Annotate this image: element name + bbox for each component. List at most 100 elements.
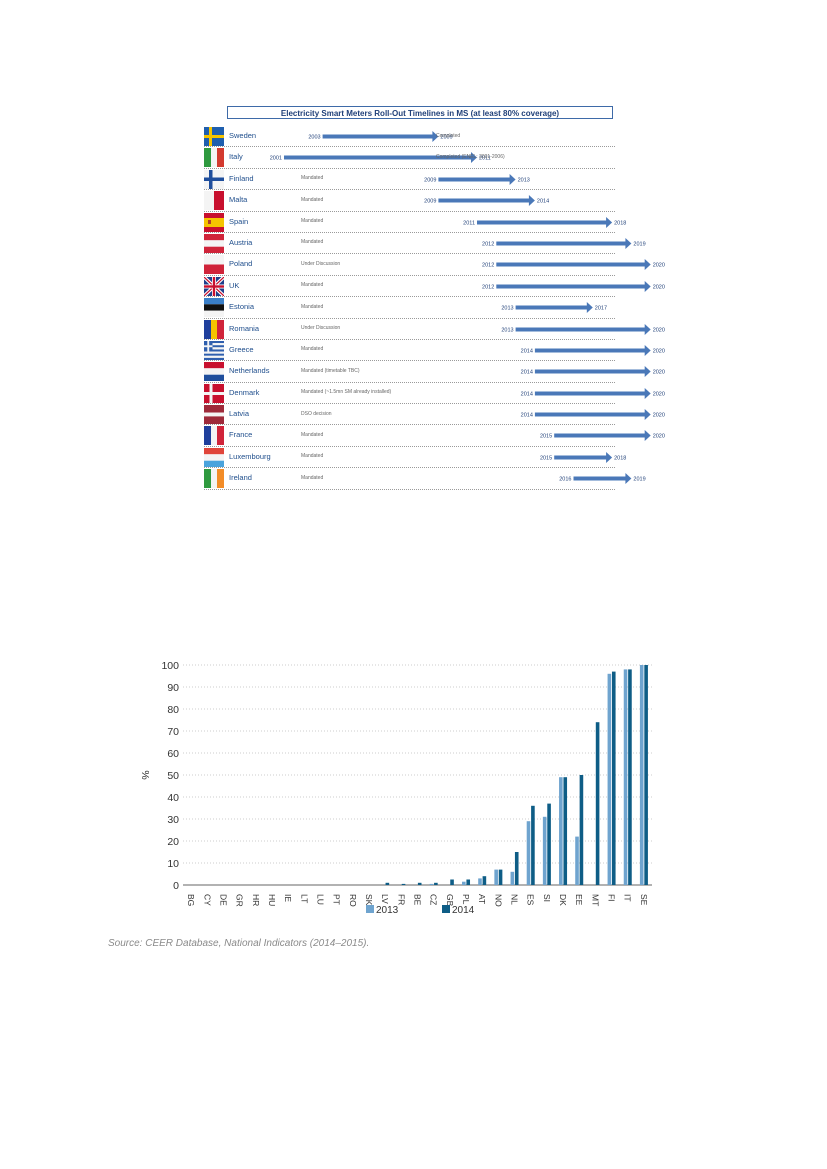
start-year: 2015	[540, 455, 552, 461]
timeline-arrow: 2014 2020	[521, 344, 665, 356]
start-year: 2011	[463, 220, 475, 226]
x-tick-label: CY	[202, 894, 212, 906]
bar-2013-EE	[575, 836, 579, 885]
timeline-title: Electricity Smart Meters Roll-Out Timeli…	[227, 106, 613, 119]
start-year: 2013	[501, 306, 513, 312]
timeline-row: Greece Mandated 2014 2020	[204, 340, 665, 362]
bar-2013-SE	[639, 665, 644, 885]
country-name: Malta	[229, 195, 248, 205]
x-tick-label: ES	[526, 894, 536, 906]
timeline-arrow: 2009 2013	[424, 173, 530, 185]
timeline-row: Poland Under Discussion 2012 2020	[204, 254, 665, 276]
rollout-status: Mandated	[301, 346, 324, 353]
legend-swatch	[366, 905, 374, 913]
rollout-status: Mandated	[301, 282, 324, 289]
y-axis-label: %	[139, 770, 151, 779]
bar-2014-FR	[401, 883, 406, 885]
start-year: 2009	[424, 177, 436, 183]
chart-svg: 0 10 20 30 40 50 60 70 80 90 100% BG CY DE GR HR HU IE LT L…	[139, 660, 652, 916]
country-name: Luxembourg	[229, 451, 271, 461]
y-tick-label: 70	[167, 726, 179, 738]
x-tick-label: SK	[364, 894, 374, 906]
end-year: 2019	[633, 241, 645, 247]
x-tick-label: LV	[380, 894, 390, 904]
bar-2014-EE	[579, 775, 584, 885]
bar-2014-GB	[450, 879, 454, 885]
end-year: 2020	[653, 327, 665, 333]
x-tick-label: BE	[413, 894, 423, 906]
start-year: 2012	[482, 263, 494, 269]
x-tick-label: SE	[639, 894, 649, 906]
x-tick-label: IT	[623, 894, 633, 902]
completion-note: Completed	[436, 132, 461, 139]
x-tick-label: EE	[574, 894, 584, 906]
x-tick-label: MT	[590, 894, 600, 906]
bar-2013-CZ	[429, 883, 434, 885]
country-name: Estonia	[229, 302, 255, 312]
end-year: 2009	[440, 135, 452, 141]
timeline-row: Sweden 2003 2009 Completed	[204, 126, 615, 148]
bar-2013-AT	[478, 878, 482, 885]
luxembourg-flag-icon	[204, 447, 224, 467]
x-tick-label: DK	[558, 894, 568, 906]
timeline-row: Austria Mandated 2012 2019	[204, 233, 646, 255]
y-tick-label: 0	[173, 880, 179, 892]
bar-2014-FI	[611, 671, 616, 885]
latvia-flag-icon	[204, 405, 224, 425]
malta-flag-icon	[204, 191, 224, 211]
country-name: Italy	[229, 152, 243, 162]
start-year: 2014	[521, 348, 533, 354]
austria-flag-icon	[204, 233, 224, 253]
bar-2014-IT	[628, 669, 632, 885]
end-year: 2014	[537, 199, 549, 205]
y-tick-label: 50	[167, 770, 179, 782]
rollout-status: Mandated	[301, 196, 324, 203]
rollout-timeline: Electricity Smart Meters Roll-Out Timeli…	[204, 106, 665, 490]
bar-2014-NL	[514, 852, 519, 885]
italy-flag-icon	[204, 148, 224, 168]
rollout-status: Mandated (~1.5mn SM already installed)	[301, 389, 392, 396]
y-tick-label: 40	[167, 792, 179, 804]
bar-2014-SI	[547, 803, 551, 885]
timeline-row: France Mandated 2015 2020	[204, 425, 665, 447]
bar-2013-PL	[462, 881, 466, 885]
timeline-arrow: 2013 2020	[501, 323, 665, 335]
rollout-status: Under Discussion	[301, 260, 341, 267]
timeline-arrow: 2012 2020	[482, 280, 665, 292]
estonia-flag-icon	[204, 298, 224, 318]
end-year: 2020	[653, 348, 665, 354]
x-tick-label: AT	[477, 894, 487, 904]
timeline-row: Finland Mandated 2009 2013	[204, 169, 615, 191]
timeline-row: Denmark Mandated (~1.5mn SM already insta…	[204, 383, 665, 405]
bar-2013-SI	[542, 816, 547, 885]
rollout-status: Mandated	[301, 218, 324, 225]
timeline-arrow: 2014 2020	[521, 409, 665, 421]
end-year: 2019	[633, 477, 645, 483]
spain-flag-icon	[204, 212, 224, 232]
country-name: Poland	[229, 259, 253, 269]
timeline-row: Netherlands Mandated (timetable TBC) 2014 2…	[204, 361, 665, 383]
rollout-status: Mandated (timetable TBC)	[301, 367, 360, 374]
end-year: 2020	[653, 413, 665, 419]
start-year: 2009	[424, 199, 436, 205]
y-tick-label: 80	[167, 704, 179, 716]
source-note: Source: CEER Database, National Indicato…	[108, 938, 370, 949]
start-year: 2016	[559, 477, 571, 483]
sweden-flag-icon	[204, 127, 224, 146]
bar-2014-NO	[498, 869, 503, 885]
country-name: Spain	[229, 216, 249, 226]
end-year: 2018	[614, 455, 626, 461]
y-tick-label: 90	[167, 682, 179, 694]
bar-2014-AT	[482, 876, 487, 885]
x-tick-label: CZ	[429, 894, 439, 905]
rollout-status: Mandated	[301, 431, 324, 438]
timeline-arrow: 2013 2017	[501, 302, 607, 314]
netherlands-flag-icon	[204, 362, 224, 382]
bar-2013-NO	[494, 869, 498, 885]
timeline-row: Italy 2001 2011 Completed (ENEL: 2001-2006)	[204, 147, 615, 169]
y-tick-label: 30	[167, 814, 179, 826]
x-tick-label: NL	[510, 894, 520, 905]
finland-flag-icon	[204, 169, 224, 189]
rollout-status: Mandated	[301, 453, 324, 460]
timeline-arrow: 2012 2019	[482, 237, 646, 249]
